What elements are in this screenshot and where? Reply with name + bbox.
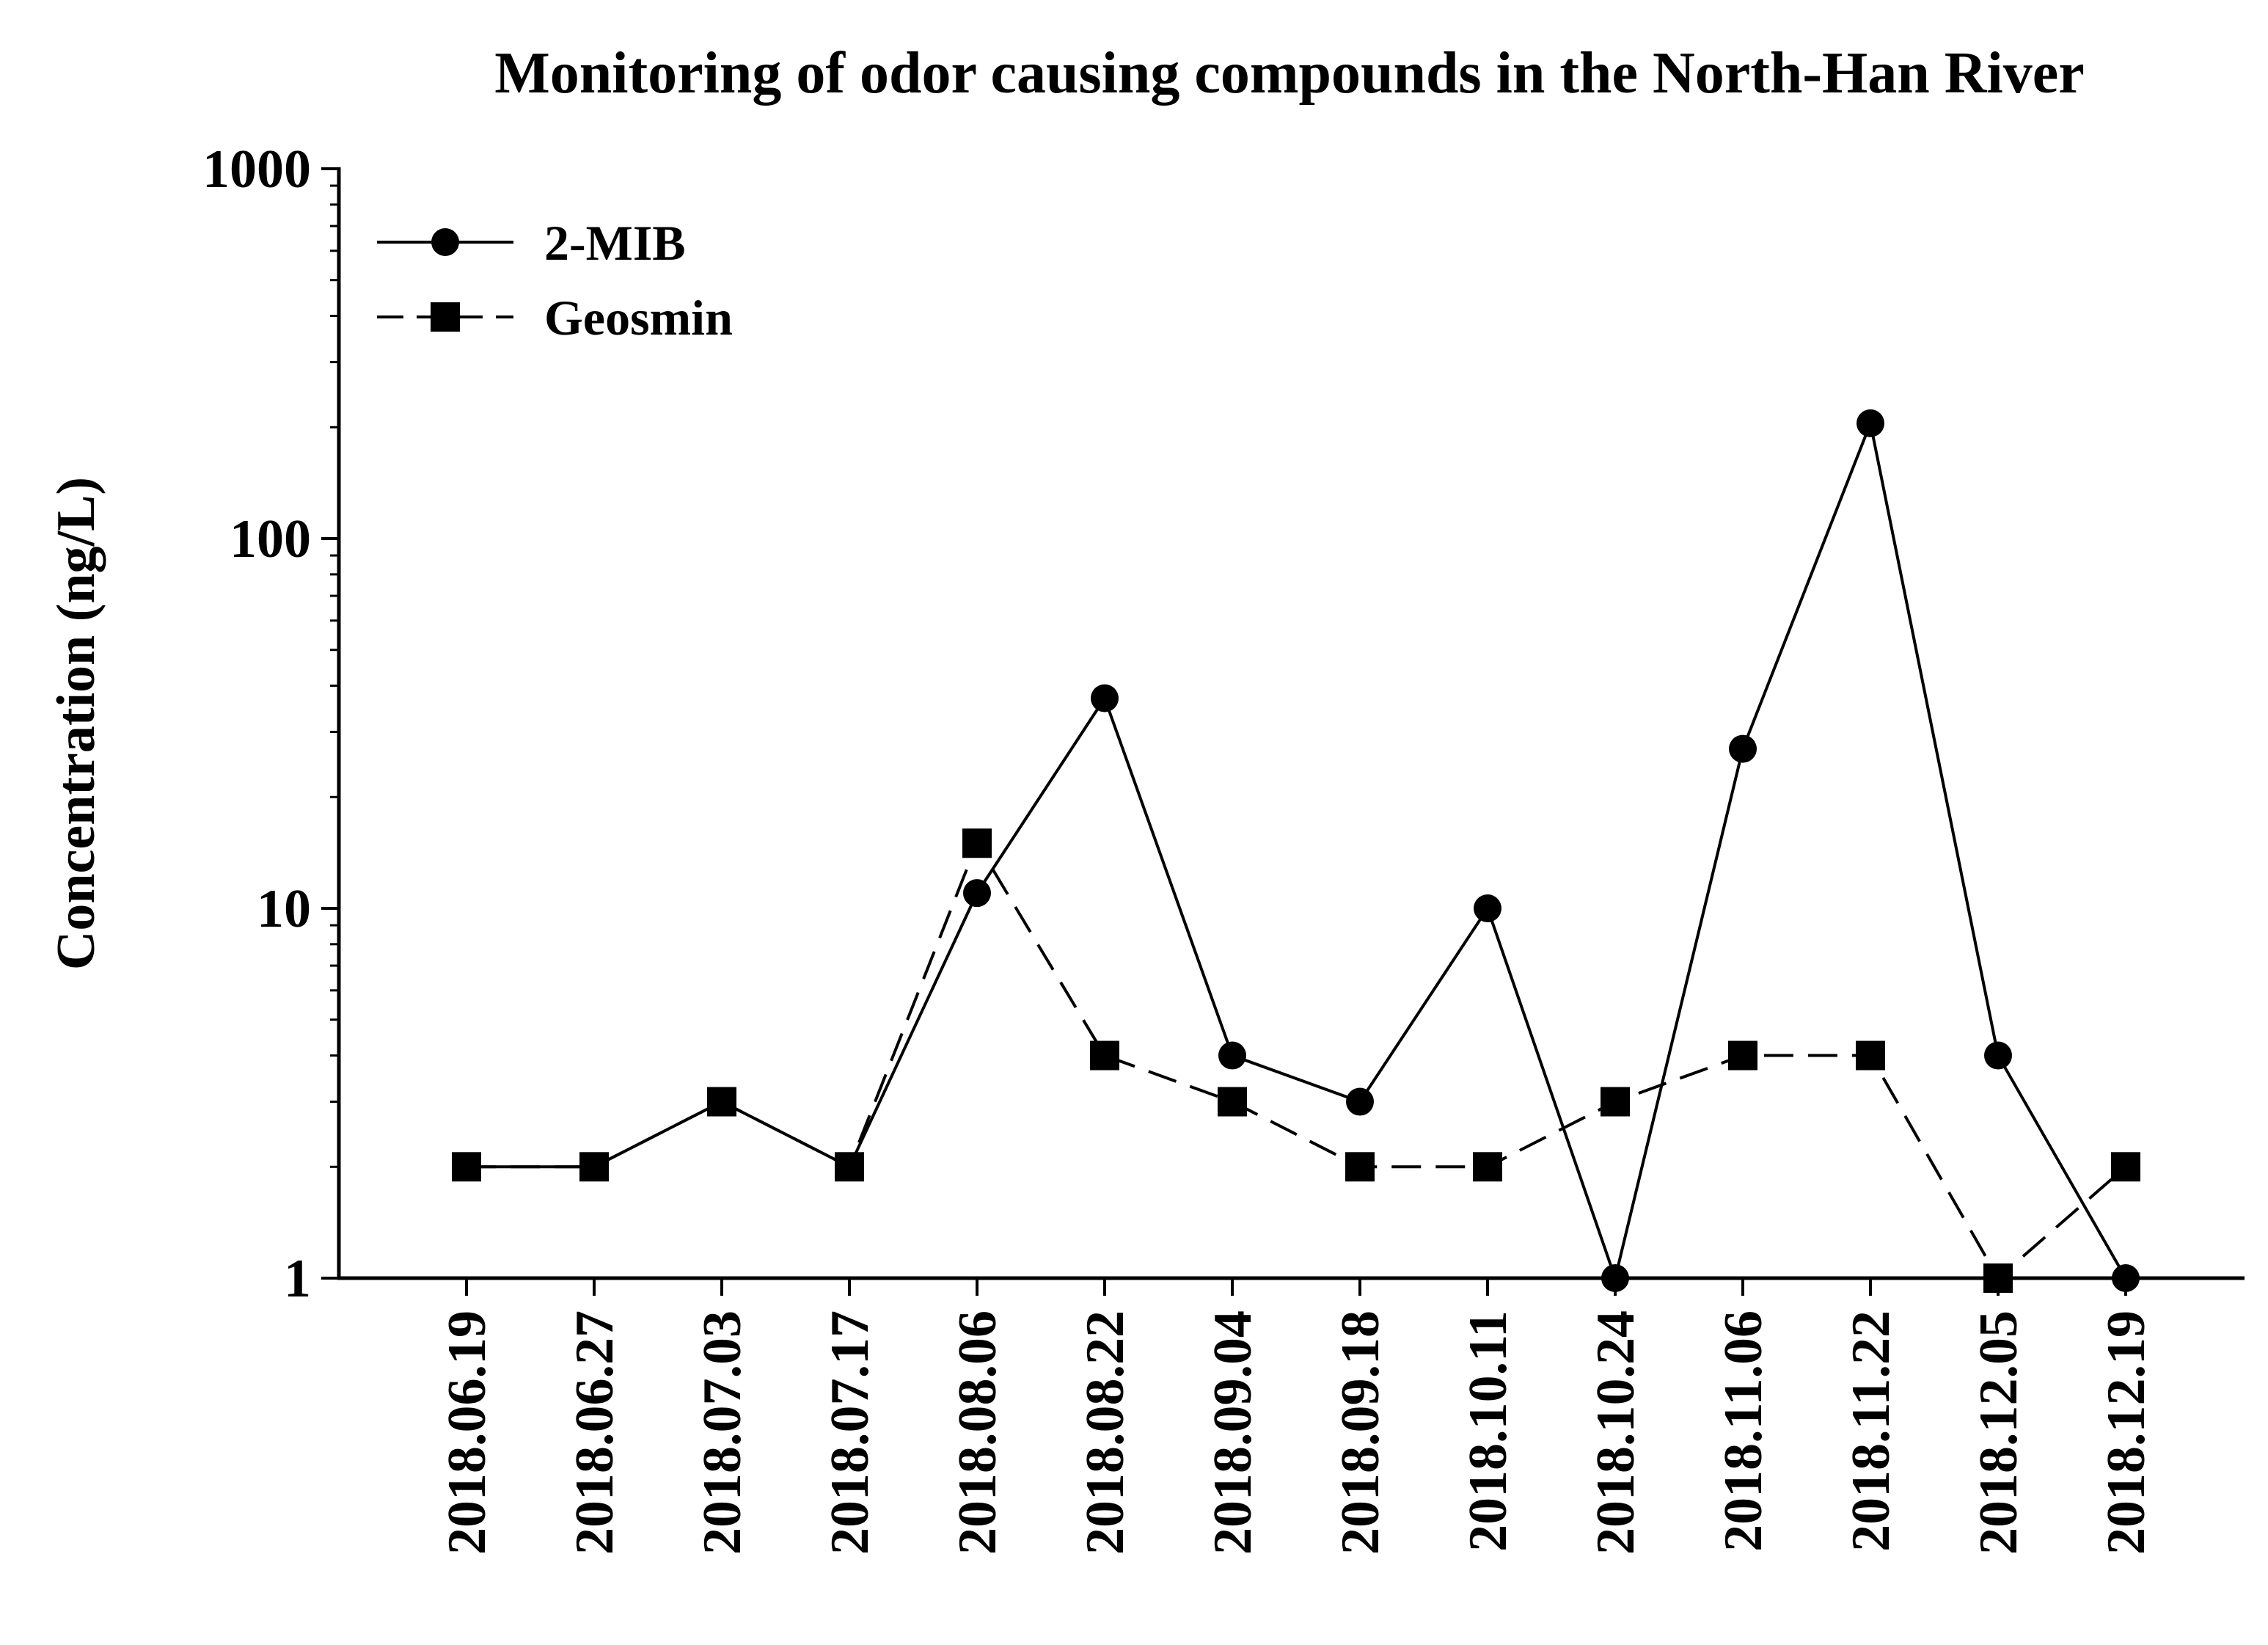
series-line	[467, 421, 2127, 1280]
plot-area: 1 10 100 1000 2018.06.19 2018.06.27 2018.07.03…	[202, 139, 2245, 1555]
data-point-circle	[1729, 734, 1757, 763]
data-point-circle	[1346, 1087, 1374, 1116]
x-tick-label: 2018.10.11	[1458, 1310, 1518, 1552]
data-point-circle	[963, 879, 991, 908]
x-tick-label: 2018.11.22	[1841, 1310, 1901, 1552]
data-point-circle	[1091, 684, 1119, 712]
data-point-square	[1090, 1040, 1119, 1070]
series-geosmin	[452, 828, 2140, 1293]
series-2-mib	[453, 409, 2140, 1292]
data-point-circle	[1218, 1041, 1246, 1070]
series-line	[467, 842, 2127, 1280]
legend: 2-MIB Geosmin	[377, 215, 733, 346]
y-tick-label: 1	[284, 1249, 311, 1309]
x-tick-label: 2018.07.17	[820, 1310, 880, 1555]
data-point-square	[835, 1152, 864, 1182]
y-tick-label: 100	[230, 509, 311, 569]
x-tick-label: 2018.09.04	[1203, 1310, 1263, 1555]
legend-item: Geosmin	[377, 290, 733, 346]
x-tick-label: 2018.06.27	[565, 1310, 625, 1555]
x-tick-label: 2018.12.05	[1969, 1310, 2029, 1555]
data-point-circle	[1601, 1264, 1629, 1292]
data-point-square	[1601, 1087, 1630, 1117]
legend-item: 2-MIB	[377, 215, 686, 271]
data-point-square	[2111, 1152, 2140, 1182]
data-point-square	[1473, 1152, 1502, 1182]
x-tick-label: 2018.08.06	[948, 1310, 1008, 1555]
x-tick-label: 2018.07.03	[692, 1310, 753, 1555]
legend-circle-marker	[431, 228, 459, 256]
data-point-square	[1728, 1040, 1757, 1070]
x-tick-label: 2018.08.22	[1075, 1310, 1135, 1555]
x-tick-label: 2018.11.06	[1713, 1310, 1774, 1552]
chart-title: Monitoring of odor causing compounds in …	[494, 41, 2085, 106]
x-tick-label: 2018.12.19	[2096, 1310, 2157, 1555]
data-point-square	[1983, 1263, 2013, 1293]
data-point-circle	[2112, 1264, 2140, 1292]
data-point-square	[707, 1087, 736, 1117]
data-point-square	[1345, 1152, 1375, 1182]
data-point-circle	[1474, 894, 1501, 922]
data-point-square	[1218, 1087, 1247, 1117]
x-tick-label: 2018.09.18	[1331, 1310, 1391, 1555]
data-point-circle	[1984, 1041, 2012, 1070]
y-tick-label: 1000	[202, 139, 311, 200]
legend-square-marker	[431, 302, 460, 332]
legend-label: 2-MIB	[544, 215, 686, 271]
data-point-square	[579, 1152, 609, 1182]
y-axis-label: Concentration (ng/L)	[46, 477, 106, 970]
x-tick-label: 2018.10.24	[1586, 1310, 1646, 1555]
y-tick-label: 10	[257, 879, 311, 939]
data-point-square	[452, 1152, 481, 1182]
data-point-square	[1856, 1040, 1885, 1070]
data-point-circle	[1857, 409, 1884, 437]
x-tick-label: 2018.06.19	[437, 1310, 497, 1555]
data-point-square	[962, 828, 992, 858]
legend-label: Geosmin	[544, 290, 733, 346]
